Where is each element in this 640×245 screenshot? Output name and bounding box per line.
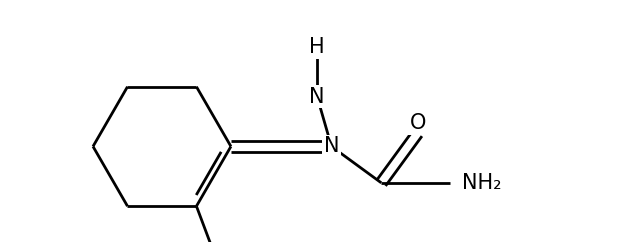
Text: N: N [309,87,325,107]
Text: H: H [309,37,325,57]
Text: N: N [324,136,339,157]
Text: O: O [410,113,426,134]
Text: NH₂: NH₂ [461,173,501,193]
